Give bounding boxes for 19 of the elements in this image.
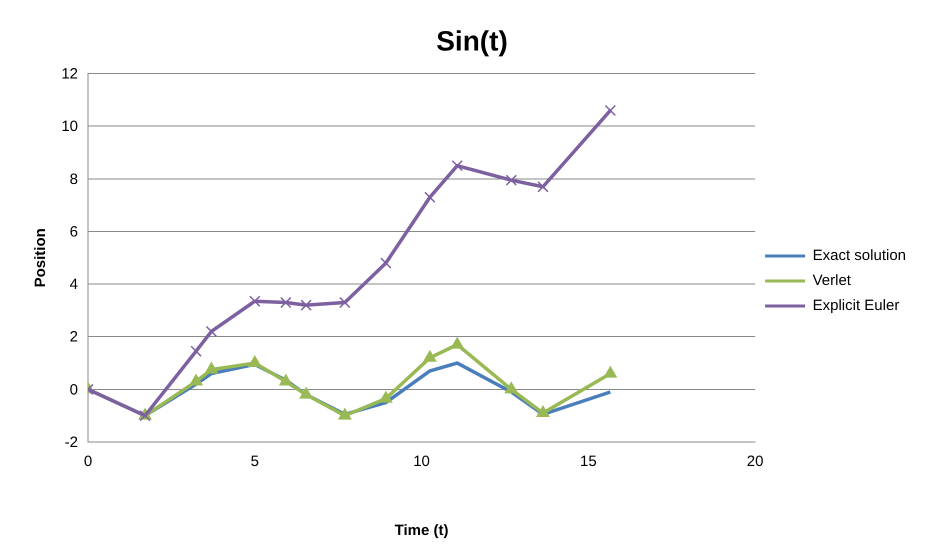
legend-label: Exact solution [812, 247, 906, 264]
y-tick-label: 10 [61, 118, 78, 136]
y-tick-label: -2 [64, 434, 78, 451]
y-tick-label: 4 [70, 276, 78, 294]
y-tick-label: 0 [70, 381, 78, 398]
chart-title: Sin(t) [436, 26, 508, 57]
legend-label: Explicit Euler [812, 297, 900, 314]
y-axis-title: Position [32, 228, 50, 288]
legend-label: Verlet [812, 272, 852, 290]
x-tick-label: 10 [413, 453, 430, 470]
y-tick-label: 2 [70, 328, 78, 346]
x-axis-title: Time (t) [394, 522, 449, 540]
x-tick-label: 0 [84, 453, 92, 470]
y-tick-label: 8 [70, 170, 78, 188]
x-tick-label: 15 [580, 453, 597, 470]
y-tick-label: 12 [61, 66, 78, 83]
y-tick-label: 6 [70, 223, 78, 240]
x-tick-label: 20 [746, 453, 764, 470]
x-tick-label: 5 [250, 453, 259, 470]
